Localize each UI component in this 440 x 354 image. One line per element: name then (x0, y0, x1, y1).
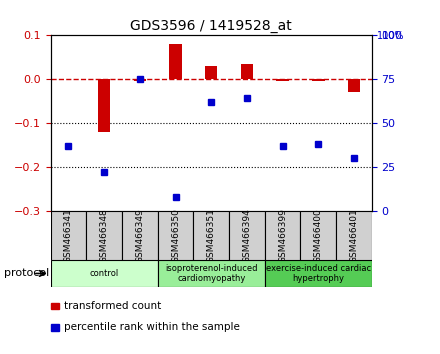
Text: control: control (89, 269, 119, 278)
Bar (134, 79, 146, 81)
Text: transformed count: transformed count (64, 301, 161, 311)
Text: protocol: protocol (4, 268, 50, 278)
Text: GSM466394: GSM466394 (242, 208, 251, 263)
FancyBboxPatch shape (51, 260, 158, 287)
Bar (205, 66, 217, 79)
Bar (169, 44, 182, 79)
Text: exercise-induced cardiac
hypertrophy: exercise-induced cardiac hypertrophy (266, 264, 371, 283)
Bar (241, 64, 253, 79)
Text: GSM466341: GSM466341 (64, 208, 73, 263)
Text: GSM466350: GSM466350 (171, 208, 180, 263)
FancyBboxPatch shape (193, 211, 229, 260)
Bar (98, 79, 110, 132)
Text: GSM466349: GSM466349 (136, 208, 144, 263)
FancyBboxPatch shape (301, 211, 336, 260)
FancyBboxPatch shape (158, 211, 193, 260)
Text: GSM466401: GSM466401 (349, 208, 359, 263)
Bar (348, 79, 360, 92)
Text: percentile rank within the sample: percentile rank within the sample (64, 322, 240, 332)
Bar (276, 79, 289, 81)
FancyBboxPatch shape (265, 211, 301, 260)
Title: GDS3596 / 1419528_at: GDS3596 / 1419528_at (130, 19, 292, 33)
Text: 100%: 100% (377, 32, 404, 41)
FancyBboxPatch shape (265, 260, 372, 287)
FancyBboxPatch shape (229, 211, 265, 260)
FancyBboxPatch shape (122, 211, 158, 260)
FancyBboxPatch shape (158, 260, 265, 287)
FancyBboxPatch shape (51, 211, 86, 260)
Text: GSM466348: GSM466348 (99, 208, 109, 263)
Bar (312, 79, 325, 81)
FancyBboxPatch shape (336, 211, 372, 260)
Text: isoproterenol-induced
cardiomyopathy: isoproterenol-induced cardiomyopathy (165, 264, 257, 283)
Text: GSM466400: GSM466400 (314, 208, 323, 263)
Text: GSM466399: GSM466399 (278, 208, 287, 263)
FancyBboxPatch shape (86, 211, 122, 260)
Text: GSM466351: GSM466351 (207, 208, 216, 263)
